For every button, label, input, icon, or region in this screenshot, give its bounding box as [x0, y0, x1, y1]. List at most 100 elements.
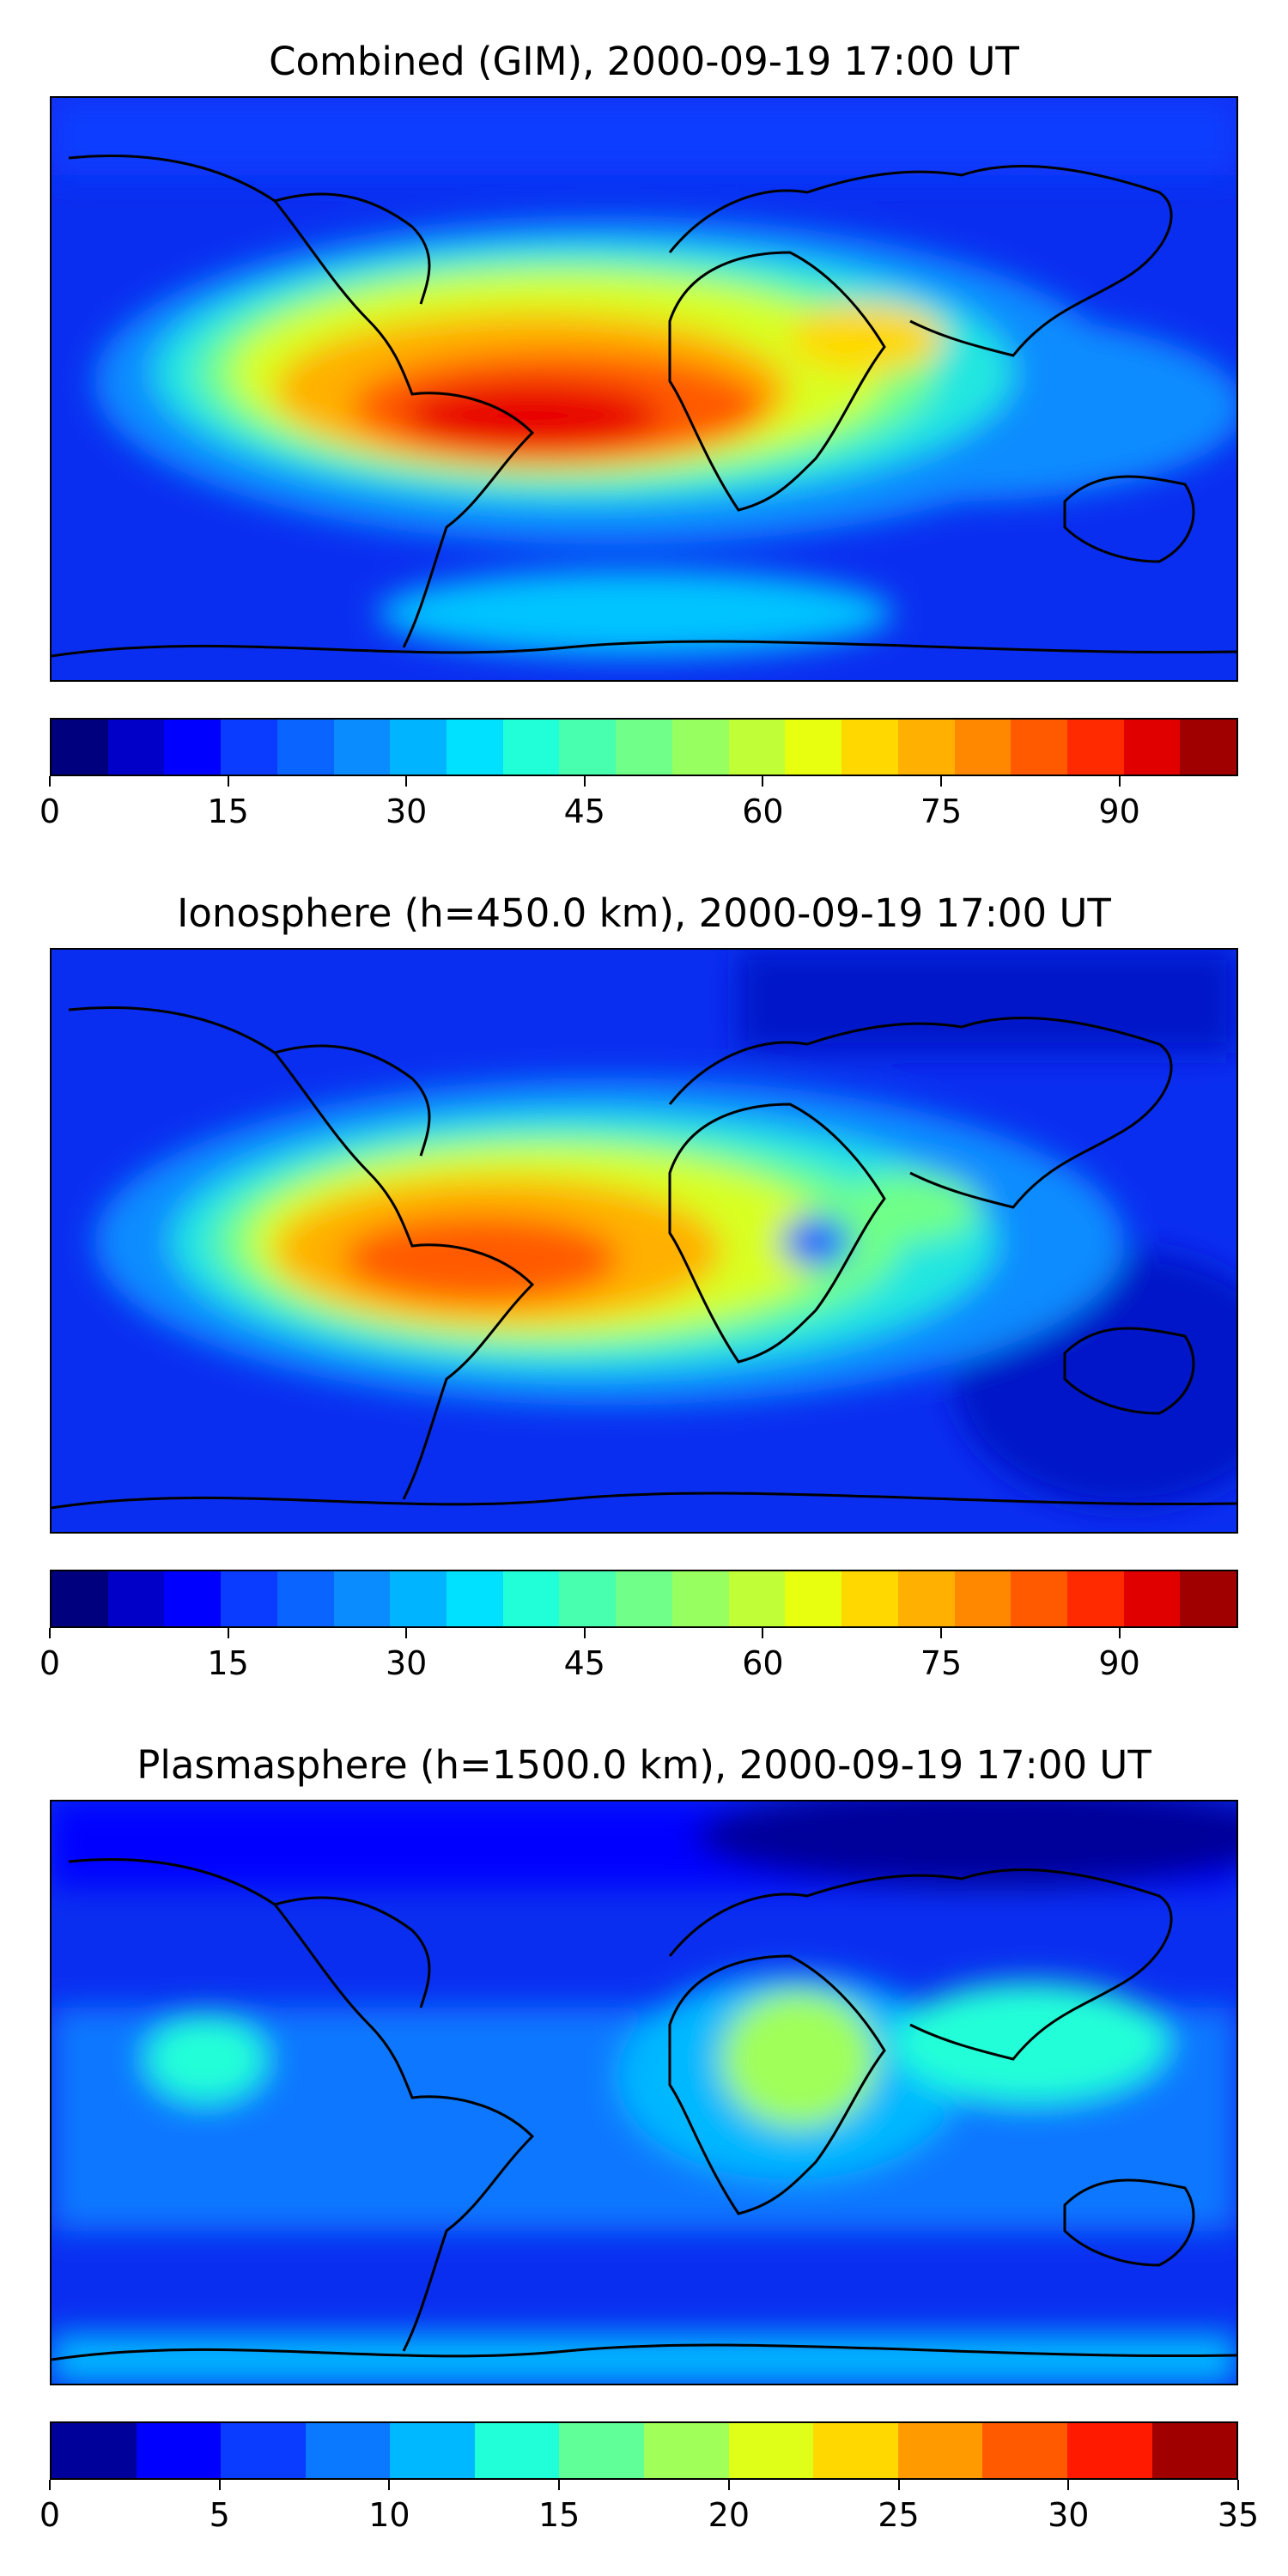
colorbar-tick-label: 0	[39, 793, 61, 830]
panel-2-coastlines	[52, 1005, 1236, 1510]
colorbar-tick	[49, 2480, 51, 2490]
panel-1-colorbar	[50, 718, 1238, 776]
colorbar-segment	[276, 1571, 334, 1626]
colorbar-segment	[1066, 1571, 1124, 1626]
panel-1-colorbar-ticks: 0 15 30 45 60 75 90	[39, 776, 1238, 830]
colorbar-tick-label: 30	[1048, 2496, 1090, 2534]
colorbar-tick	[1118, 776, 1121, 787]
colorbar-tick	[558, 2480, 561, 2490]
colorbar-tick-label: 0	[39, 2496, 61, 2534]
colorbar-segment	[107, 1571, 165, 1626]
colorbar-tick	[897, 2480, 900, 2490]
colorbar-segment	[897, 1571, 955, 1626]
panel-3-coastlines	[52, 1857, 1236, 2361]
panel-3-title: Plasmasphere (h=1500.0 km), 2000-09-19 1…	[137, 1742, 1151, 1788]
colorbar-tick	[405, 776, 408, 787]
colorbar-segment	[616, 720, 672, 775]
colorbar-segment	[785, 1571, 842, 1626]
colorbar-segment	[164, 1571, 222, 1626]
colorbar-tick	[1067, 2480, 1070, 2490]
colorbar-tick-label: 0	[39, 1644, 61, 1682]
colorbar-tick	[940, 776, 942, 787]
colorbar-tick-label: 15	[207, 1644, 249, 1682]
colorbar-tick	[227, 1628, 229, 1638]
colorbar-tick	[762, 776, 764, 787]
colorbar-tick	[227, 776, 229, 787]
colorbar-segment	[1123, 1571, 1181, 1626]
colorbar-tick	[762, 1628, 764, 1638]
panel-3-colorbar-ticks: 0 5 10 15 20 25 30 35	[39, 2480, 1259, 2534]
colorbar-segment	[390, 720, 447, 775]
colorbar-segment	[559, 720, 617, 775]
colorbar-tick	[405, 1628, 408, 1638]
panel-1-title: Combined (GIM), 2000-09-19 17:00 UT	[269, 39, 1019, 84]
colorbar-tick-label: 15	[207, 793, 249, 830]
colorbar-tick-label: 30	[386, 1644, 428, 1682]
colorbar-tick	[940, 1628, 942, 1638]
colorbar-segment	[1180, 720, 1237, 775]
colorbar-segment	[52, 1571, 108, 1626]
colorbar-segment	[1011, 720, 1067, 775]
colorbar-segment	[447, 720, 503, 775]
colorbar-segment	[954, 1571, 1012, 1626]
colorbar-segment	[221, 720, 277, 775]
colorbar-segment	[1066, 2423, 1152, 2478]
colorbar-tick	[583, 776, 586, 787]
colorbar-segment	[1180, 1571, 1237, 1626]
colorbar-segment	[1011, 1571, 1067, 1626]
colorbar-tick-label: 60	[742, 1644, 784, 1682]
colorbar-segment	[954, 720, 1012, 775]
colorbar-segment	[671, 1571, 729, 1626]
colorbar-segment	[333, 720, 391, 775]
colorbar-tick-label: 30	[386, 793, 428, 830]
colorbar-tick-label: 90	[1098, 793, 1140, 830]
panel-2-colorbar-ticks: 0 15 30 45 60 75 90	[39, 1628, 1238, 1682]
colorbar-tick	[583, 1628, 586, 1638]
colorbar-segment	[897, 2423, 983, 2478]
colorbar-tick	[388, 2480, 391, 2490]
colorbar-segment	[728, 720, 786, 775]
colorbar-segment	[1123, 720, 1181, 775]
colorbar-segment	[107, 720, 165, 775]
colorbar-tick-label: 35	[1217, 2496, 1260, 2534]
colorbar-segment	[644, 2423, 729, 2478]
colorbar-tick-label: 15	[538, 2496, 580, 2534]
colorbar-segment	[390, 2423, 475, 2478]
colorbar-tick-label: 45	[563, 1644, 605, 1682]
panel-2-title: Ionosphere (h=450.0 km), 2000-09-19 17:0…	[177, 890, 1111, 936]
panel-3-colorbar	[50, 2421, 1238, 2480]
colorbar-segment	[474, 2423, 560, 2478]
colorbar-segment	[616, 1571, 672, 1626]
colorbar-segment	[1066, 720, 1124, 775]
panel-3-tec-map	[50, 1800, 1238, 2385]
colorbar-tick-label: 75	[920, 793, 963, 830]
colorbar-segment	[447, 1571, 503, 1626]
colorbar-segment	[502, 720, 560, 775]
colorbar-tick	[49, 1628, 51, 1638]
colorbar-segment	[333, 1571, 391, 1626]
colorbar-segment	[390, 1571, 447, 1626]
panel-2-tec-map	[50, 948, 1238, 1534]
colorbar-segment	[221, 2423, 306, 2478]
colorbar-tick-label: 25	[878, 2496, 920, 2534]
colorbar-tick-label: 75	[920, 1644, 963, 1682]
colorbar-segment	[52, 720, 108, 775]
panel-1-coastlines	[52, 154, 1236, 658]
colorbar-tick-label: 90	[1098, 1644, 1140, 1682]
colorbar-tick-label: 10	[368, 2496, 410, 2534]
colorbar-segment	[305, 2423, 391, 2478]
colorbar-tick	[218, 2480, 221, 2490]
colorbar-segment	[221, 1571, 277, 1626]
panel-1-tec-map	[50, 96, 1238, 682]
colorbar-segment	[52, 2423, 137, 2478]
colorbar-tick-label: 20	[708, 2496, 750, 2534]
colorbar-tick	[727, 2480, 730, 2490]
colorbar-segment	[728, 2423, 814, 2478]
colorbar-tick-label: 5	[209, 2496, 230, 2534]
colorbar-segment	[559, 2423, 645, 2478]
colorbar-tick	[1237, 2480, 1239, 2490]
colorbar-segment	[841, 1571, 898, 1626]
colorbar-segment	[897, 720, 955, 775]
colorbar-tick-label: 60	[742, 793, 784, 830]
colorbar-segment	[559, 1571, 617, 1626]
